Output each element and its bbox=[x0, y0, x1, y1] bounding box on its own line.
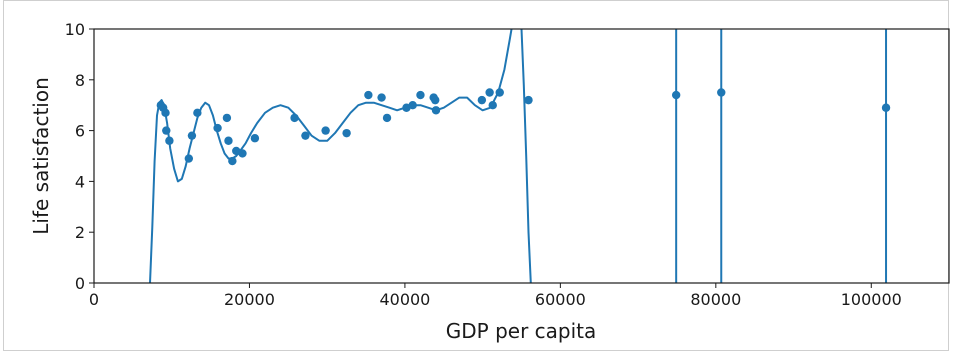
x-tick-label: 100000 bbox=[841, 290, 902, 309]
data-point bbox=[364, 90, 373, 100]
data-point bbox=[416, 90, 425, 100]
fit-curve-segment-2 bbox=[520, 29, 532, 283]
data-point bbox=[224, 136, 233, 145]
data-point bbox=[301, 131, 310, 140]
data-point bbox=[250, 134, 260, 143]
y-tick-label: 10 bbox=[65, 20, 85, 39]
data-point bbox=[524, 95, 533, 105]
x-tick-label: 80000 bbox=[690, 290, 741, 309]
data-point bbox=[184, 154, 194, 163]
data-point bbox=[193, 108, 202, 118]
chart-frame: 0 20000 40000 60000 80000 100000 0 2 4 6 8 10 GDP p… bbox=[3, 0, 950, 351]
data-point bbox=[881, 103, 891, 112]
fit-curve-segment-1 bbox=[149, 29, 513, 283]
data-point bbox=[321, 126, 330, 135]
y-tick-label: 6 bbox=[75, 122, 85, 141]
data-point bbox=[488, 101, 497, 110]
data-point bbox=[382, 113, 392, 123]
data-point bbox=[213, 123, 222, 133]
x-tick-label: 60000 bbox=[535, 290, 586, 309]
data-point bbox=[342, 128, 351, 138]
data-point bbox=[408, 101, 417, 110]
data-point bbox=[717, 88, 726, 97]
data-point bbox=[495, 88, 504, 97]
x-tick-label: 40000 bbox=[379, 290, 430, 309]
data-point bbox=[162, 126, 171, 135]
x-tick-label: 0 bbox=[89, 290, 99, 309]
life-satisfaction-chart: 0 20000 40000 60000 80000 100000 0 2 4 6 8 10 GDP p… bbox=[29, 20, 950, 343]
data-point bbox=[161, 108, 170, 118]
data-point bbox=[671, 90, 681, 100]
ticks-group: 0 20000 40000 60000 80000 100000 0 2 4 6 8 10 bbox=[65, 20, 902, 309]
y-tick-label: 8 bbox=[75, 71, 85, 90]
data-point bbox=[377, 93, 386, 102]
data-point bbox=[238, 149, 247, 158]
x-tick-label: 20000 bbox=[224, 290, 275, 309]
data-point bbox=[222, 113, 232, 123]
y-tick-label: 2 bbox=[75, 223, 85, 242]
x-axis-label: GDP per capita bbox=[446, 319, 597, 343]
data-point bbox=[165, 136, 174, 145]
data-point bbox=[290, 113, 299, 123]
data-point bbox=[228, 156, 237, 166]
data-point bbox=[485, 88, 494, 97]
y-axis-label: Life satisfaction bbox=[29, 77, 53, 235]
plot-marks bbox=[149, 29, 891, 283]
data-point bbox=[477, 95, 487, 105]
data-point bbox=[187, 131, 197, 140]
axes-box bbox=[93, 28, 950, 284]
data-point bbox=[431, 95, 440, 105]
y-tick-label: 0 bbox=[75, 274, 85, 293]
y-tick-label: 4 bbox=[75, 172, 85, 191]
data-point bbox=[431, 106, 441, 115]
